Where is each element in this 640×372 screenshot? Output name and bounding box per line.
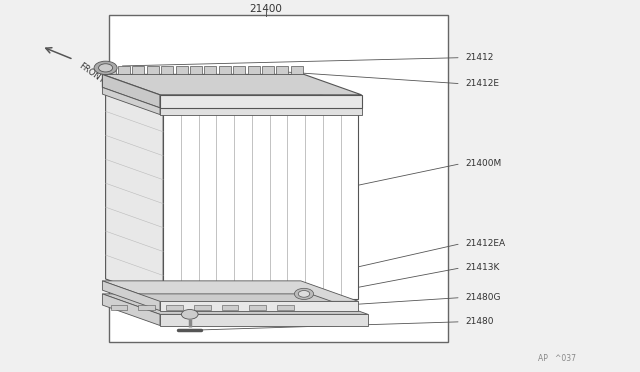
Bar (221, 305, 238, 310)
Circle shape (298, 291, 310, 297)
Text: 21412: 21412 (465, 53, 493, 62)
Bar (277, 305, 294, 310)
Text: 21412E: 21412E (465, 79, 499, 88)
Polygon shape (160, 108, 362, 115)
Bar (262, 66, 274, 74)
Polygon shape (102, 74, 362, 95)
Text: 21400M: 21400M (465, 159, 502, 168)
Circle shape (294, 288, 314, 299)
Polygon shape (102, 87, 160, 115)
Bar (219, 66, 231, 74)
Circle shape (94, 61, 117, 74)
Bar (118, 66, 130, 74)
Circle shape (99, 64, 113, 72)
Text: 21480: 21480 (465, 317, 494, 326)
Bar (147, 66, 159, 74)
Circle shape (182, 310, 198, 319)
Bar (248, 66, 260, 74)
Text: FRONT: FRONT (77, 61, 106, 85)
Polygon shape (106, 87, 163, 299)
Bar (111, 305, 127, 310)
Polygon shape (102, 74, 160, 108)
Bar (291, 66, 303, 74)
Text: 21400: 21400 (249, 4, 282, 14)
Text: 21412EA: 21412EA (465, 239, 506, 248)
Bar (161, 66, 173, 74)
Text: AP   ^037: AP ^037 (538, 355, 576, 363)
Polygon shape (160, 95, 362, 108)
Bar (166, 305, 183, 310)
Bar (190, 66, 202, 74)
Bar (276, 66, 289, 74)
Text: 21480G: 21480G (465, 293, 500, 302)
Polygon shape (102, 281, 358, 301)
Polygon shape (102, 281, 160, 311)
Polygon shape (102, 294, 160, 326)
Bar (194, 305, 211, 310)
Bar (175, 66, 188, 74)
Polygon shape (160, 314, 368, 326)
Bar (104, 66, 115, 74)
Bar (234, 66, 245, 74)
Bar (132, 66, 145, 74)
Polygon shape (106, 87, 358, 108)
Bar (205, 66, 216, 74)
Bar (109, 15, 448, 342)
Text: 21413K: 21413K (465, 263, 500, 272)
Bar (138, 305, 155, 310)
Polygon shape (102, 294, 368, 314)
Polygon shape (160, 301, 358, 311)
Polygon shape (163, 108, 358, 299)
Bar (250, 305, 266, 310)
